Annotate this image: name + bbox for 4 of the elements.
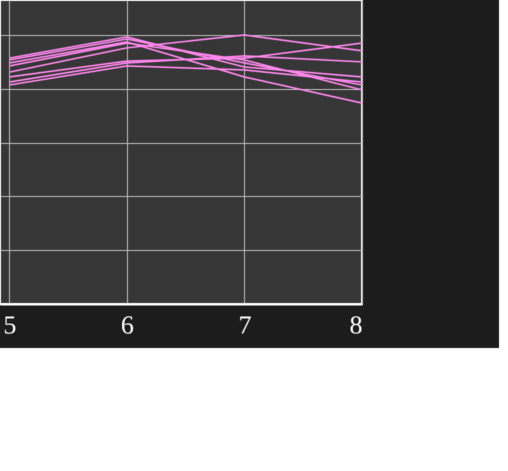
x-tick-label: 5	[3, 310, 16, 340]
x-tick-label: 7	[238, 310, 252, 340]
x-tick-label: 6	[120, 310, 134, 340]
x-tick-label: 8	[350, 310, 362, 340]
